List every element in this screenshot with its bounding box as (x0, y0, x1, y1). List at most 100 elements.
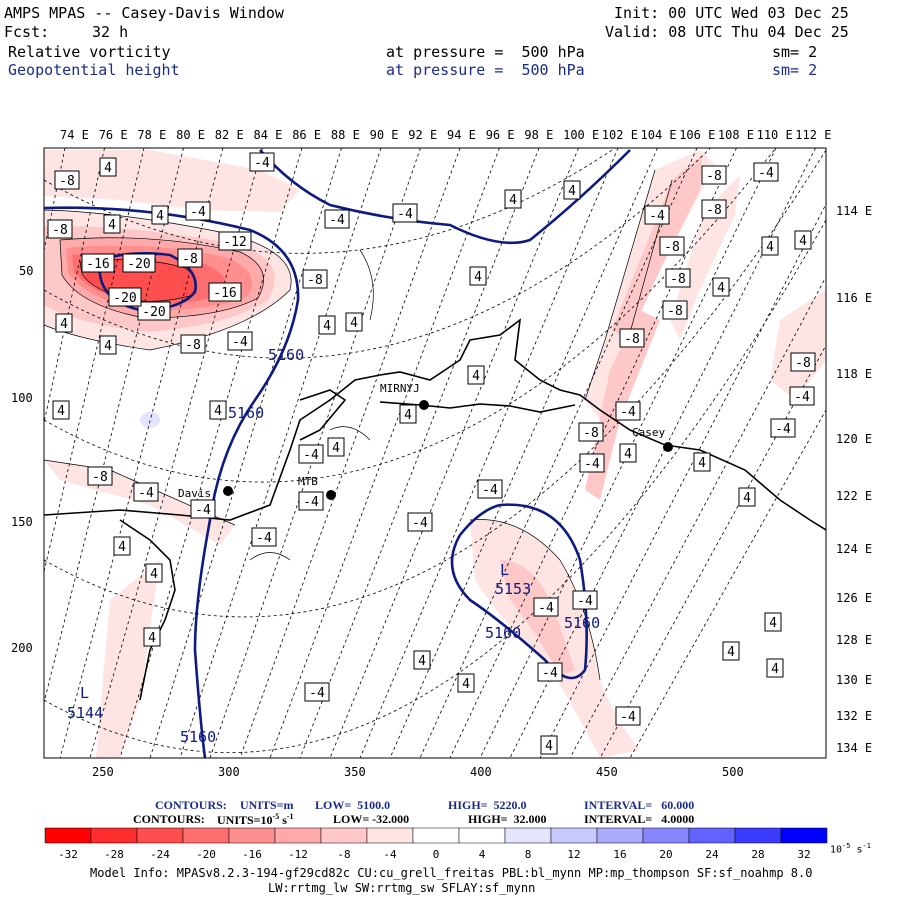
top-lon-label: 74 E (60, 128, 89, 142)
svg-text:4: 4 (769, 616, 777, 631)
vorticity-label-box: -4 (789, 386, 815, 406)
svg-text:-8: -8 (624, 332, 640, 347)
height-label: 5160 (180, 728, 216, 746)
height-contour-prefix: CONTOURS: (155, 798, 227, 812)
forecast-label: Fcst: (4, 23, 50, 41)
station-dot (223, 486, 233, 496)
map-plot: 4 -8 -4 4 -4 4 -8 -12 -16 -20 -8 -16 -20 -20 4 4 -8 -4 -8 -… (11, 128, 872, 779)
svg-text:4: 4 (624, 447, 632, 462)
right-lon-label: 114 E (836, 204, 872, 218)
colorbar-tick-label: 4 (479, 848, 486, 861)
vorticity-label-box: -8 (662, 300, 688, 320)
colorbar-swatch (412, 827, 460, 844)
right-lon-label: 132 E (836, 709, 872, 723)
vorticity-label-box: -4 (392, 203, 418, 223)
height-contour-interval: INTERVAL= 60.000 (584, 798, 695, 812)
top-lon-label: 78 E (137, 128, 166, 142)
vorticity-label-box: 4 (457, 673, 475, 693)
vort-contour-high: HIGH= 32.000 (468, 812, 547, 826)
colorbar-swatch (458, 827, 506, 844)
right-lon-label: 118 E (836, 367, 872, 381)
vorticity-label-box: -20 (122, 253, 156, 273)
vorticity-label-box: 4 (540, 735, 558, 755)
vorticity-label-box: 4 (738, 487, 756, 507)
colorbar-swatch (688, 827, 736, 844)
top-lon-label: 86 E (292, 128, 321, 142)
top-lon-label: 88 E (331, 128, 360, 142)
vorticity-label-box: -8 (701, 199, 727, 219)
colorbar-tick-label: 32 (797, 848, 810, 861)
vorticity-label-box: -12 (218, 231, 252, 251)
svg-text:-20: -20 (142, 305, 165, 320)
svg-text:-8: -8 (52, 223, 68, 238)
top-lon-label: 108 E (718, 128, 754, 142)
colorbar-swatch (136, 827, 184, 844)
colorbar-tick-label: -8 (337, 848, 350, 861)
svg-text:-8: -8 (795, 356, 811, 371)
vorticity-label-box: 4 (413, 650, 431, 670)
station-label-davis: Davis (178, 487, 211, 500)
station-dot (663, 442, 673, 452)
vorticity-label-box: 4 (99, 157, 117, 177)
vorticity-label-box: -8 (87, 466, 113, 486)
right-lon-label: 128 E (836, 633, 872, 647)
top-lon-label: 100 E (563, 128, 599, 142)
vorticity-label-box: 4 (761, 236, 779, 256)
svg-text:4: 4 (462, 677, 470, 692)
colorbar-swatch (182, 827, 230, 844)
vort-contour-prefix: CONTOURS: (133, 812, 205, 826)
vorticity-label-box: -4 (644, 205, 670, 225)
right-lon-label: 134 E (836, 741, 872, 755)
height-label: 5160 (564, 614, 600, 632)
top-lon-label: 76 E (99, 128, 128, 142)
station-label-mtb: MTB (298, 475, 318, 488)
svg-text:-4: -4 (190, 205, 206, 220)
top-lon-label: 110 E (757, 128, 793, 142)
svg-text:-4: -4 (303, 448, 319, 463)
vorticity-label-box: -8 (578, 422, 604, 442)
vort-contour-units: UNITS=10-5 s-1 (217, 812, 294, 827)
vorticity-label-box: -4 (185, 201, 211, 221)
colorbar-tick-label: -16 (242, 848, 262, 861)
vorticity-label-box: 4 (209, 400, 227, 420)
top-lon-label: 92 E (408, 128, 437, 142)
chart-title: AMPS MPAS -- Casey-Davis Window (4, 4, 284, 22)
svg-text:-4: -4 (303, 495, 319, 510)
svg-text:4: 4 (148, 631, 156, 646)
vorticity-label-box: -20 (108, 287, 142, 307)
vorticity-label-box: -4 (579, 453, 605, 473)
svg-text:-4: -4 (542, 666, 558, 681)
colorbar-tick-label: 20 (659, 848, 672, 861)
x-tick-label: 300 (218, 765, 240, 779)
svg-text:-4: -4 (794, 390, 810, 405)
svg-text:-4: -4 (138, 486, 154, 501)
svg-text:-4: -4 (620, 405, 636, 420)
vorticity-label-box: 4 (52, 400, 70, 420)
vorticity-label-box: 4 (504, 189, 522, 209)
vorticity-label-box: 4 (722, 641, 740, 661)
vorticity-label-box: -4 (533, 597, 559, 617)
svg-text:4: 4 (104, 339, 112, 354)
svg-text:-4: -4 (309, 686, 325, 701)
svg-text:-4: -4 (397, 207, 413, 222)
low-marker: L (500, 561, 509, 579)
vorticity-label-box: -8 (701, 165, 727, 185)
vorticity-label-box: -8 (47, 219, 73, 239)
colorbar-swatch (550, 827, 598, 844)
vorticity-label-box: 4 (99, 335, 117, 355)
right-lon-label: 120 E (836, 432, 872, 446)
vorticity-label-box: -4 (770, 418, 796, 438)
top-lon-label: 102 E (602, 128, 638, 142)
vorticity-label-box: 4 (563, 180, 581, 200)
height-label: 5160 (228, 404, 264, 422)
colorbar-tick-label: -24 (150, 848, 170, 861)
svg-text:-4: -4 (329, 213, 345, 228)
vorticity-label-box: 4 (318, 315, 336, 335)
top-lon-label: 96 E (486, 128, 515, 142)
vorticity-label-box: 4 (345, 312, 363, 332)
svg-text:4: 4 (108, 218, 116, 233)
vorticity-label-box: -4 (615, 401, 641, 421)
station-dot (326, 490, 336, 500)
svg-text:-4: -4 (758, 166, 774, 181)
svg-text:-4: -4 (584, 457, 600, 472)
